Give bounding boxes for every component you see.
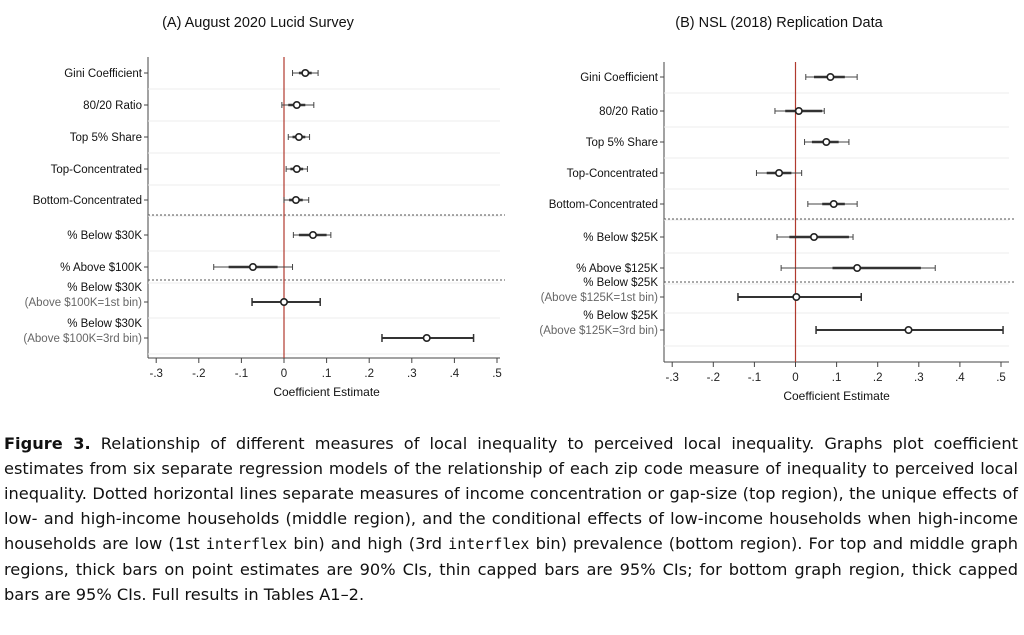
y-tick-label: % Below $30K — [67, 282, 142, 294]
coefficient-row: Gini Coefficient — [580, 72, 858, 84]
coefficient-row: Gini Coefficient — [64, 68, 319, 80]
point-estimate — [822, 138, 831, 147]
y-tick-label: Gini Coefficient — [580, 72, 659, 84]
coefficient-row: Bottom-Concentrated — [549, 199, 858, 211]
coefficient-row: % Above $100K — [60, 262, 294, 274]
x-tick-label: .5 — [492, 368, 502, 380]
caption-text-part-1: Relationship of different measures of lo… — [4, 434, 1018, 553]
y-tick-label: % Below $25K — [583, 310, 658, 322]
y-tick-label: % Below $30K — [67, 318, 142, 330]
x-tick-label: -.2 — [707, 372, 720, 384]
y-tick-label: Top-Concentrated — [567, 168, 658, 180]
y-tick-sublabel: (Above $100K=1st bin) — [25, 297, 142, 309]
x-tick-label: .5 — [996, 372, 1006, 384]
x-tick-label: .3 — [407, 368, 417, 380]
coefficient-row: Top-Concentrated — [51, 164, 308, 176]
x-tick-label: -.2 — [192, 368, 205, 380]
x-tick-label: -.1 — [235, 368, 248, 380]
coefficient-row: % Below $25K — [583, 232, 854, 244]
y-tick-label: % Above $125K — [576, 263, 658, 275]
x-axis-label: Coefficient Estimate — [273, 385, 380, 399]
chart-panel-b: (B) NSL (2018) Replication Data -.3 -.2 -.1… — [539, 15, 1015, 403]
x-tick-label: .2 — [873, 372, 883, 384]
point-estimate — [294, 133, 303, 142]
y-tick-label: Gini Coefficient — [64, 68, 143, 80]
point-estimate — [422, 333, 431, 342]
point-estimate — [904, 325, 913, 334]
y-tick-label: % Below $30K — [67, 230, 142, 242]
point-estimate — [794, 107, 803, 116]
y-tick-label: % Below $25K — [583, 232, 658, 244]
chart-title: (A) August 2020 Lucid Survey — [162, 15, 355, 31]
coefficient-row: % Below $30K — [67, 230, 332, 242]
x-tick-label: .4 — [955, 372, 965, 384]
coefficient-row: Top 5% Share — [586, 137, 850, 149]
coefficient-row: % Below $25K (Above $125K=1st bin) — [541, 277, 863, 304]
point-estimate — [826, 73, 835, 82]
x-tick-label: 0 — [792, 372, 798, 384]
point-estimate — [829, 200, 838, 209]
x-tick-label: .4 — [450, 368, 460, 380]
y-tick-label: Top 5% Share — [586, 137, 658, 149]
caption-text-part-3: bin) prevalence (bottom region). For top… — [4, 534, 1018, 604]
y-tick-label: % Below $25K — [583, 277, 658, 289]
y-tick-label: Bottom-Concentrated — [549, 199, 658, 211]
chart-title: (B) NSL (2018) Replication Data — [675, 15, 883, 31]
x-tick-label: .2 — [364, 368, 374, 380]
point-estimate — [248, 262, 257, 271]
y-tick-sublabel: (Above $125K=1st bin) — [541, 292, 658, 304]
caption-code-interflex-2: interflex — [448, 535, 530, 553]
y-tick-label: % Above $100K — [60, 262, 142, 274]
chart-panel-a: (A) August 2020 Lucid Survey -.3 -.2 -.1 0 .1… — [23, 15, 505, 399]
y-tick-label: Bottom-Concentrated — [33, 195, 142, 207]
coefficient-row: % Below $30K (Above $100K=3rd bin) — [23, 318, 475, 345]
x-tick-label: -.3 — [665, 372, 678, 384]
coefficient-row: % Below $25K (Above $125K=3rd bin) — [539, 310, 1004, 337]
point-estimate — [775, 169, 784, 178]
caption-code-interflex-1: interflex — [205, 535, 288, 553]
x-tick-label: .1 — [832, 372, 842, 384]
y-tick-sublabel: (Above $100K=3rd bin) — [23, 333, 142, 345]
caption-text-part-2: bin) and high (3rd — [287, 534, 449, 553]
point-estimate — [291, 196, 300, 205]
x-tick-label: 0 — [281, 368, 287, 380]
point-estimate — [301, 69, 310, 78]
x-tick-label: .1 — [322, 368, 332, 380]
coefficient-row: % Below $30K (Above $100K=1st bin) — [25, 282, 321, 309]
coefficient-row: Top 5% Share — [70, 132, 311, 144]
x-axis-label: Coefficient Estimate — [783, 389, 890, 403]
y-tick-sublabel: (Above $125K=3rd bin) — [539, 325, 658, 337]
point-estimate — [809, 233, 818, 242]
y-tick-label: 80/20 Ratio — [599, 106, 658, 118]
coefficient-row: 80/20 Ratio — [599, 106, 825, 118]
y-tick-label: Top 5% Share — [70, 132, 142, 144]
coefficient-row: 80/20 Ratio — [83, 100, 315, 112]
x-tick-label: -.1 — [748, 372, 761, 384]
point-estimate — [279, 297, 288, 306]
point-estimate — [308, 231, 317, 240]
y-tick-label: 80/20 Ratio — [83, 100, 142, 112]
coefficient-row: Top-Concentrated — [567, 168, 803, 180]
figure-label: Figure 3. — [4, 434, 91, 453]
figure-caption: Figure 3. Relationship of different meas… — [4, 431, 1018, 607]
coefficient-row: Bottom-Concentrated — [33, 195, 310, 207]
point-estimate — [292, 101, 301, 110]
y-tick-label: Top-Concentrated — [51, 164, 142, 176]
coefficient-row: % Above $125K — [576, 263, 936, 275]
point-estimate — [792, 292, 801, 301]
point-estimate — [292, 165, 301, 174]
x-tick-label: -.3 — [149, 368, 162, 380]
point-estimate — [853, 263, 862, 272]
x-tick-label: .3 — [914, 372, 924, 384]
